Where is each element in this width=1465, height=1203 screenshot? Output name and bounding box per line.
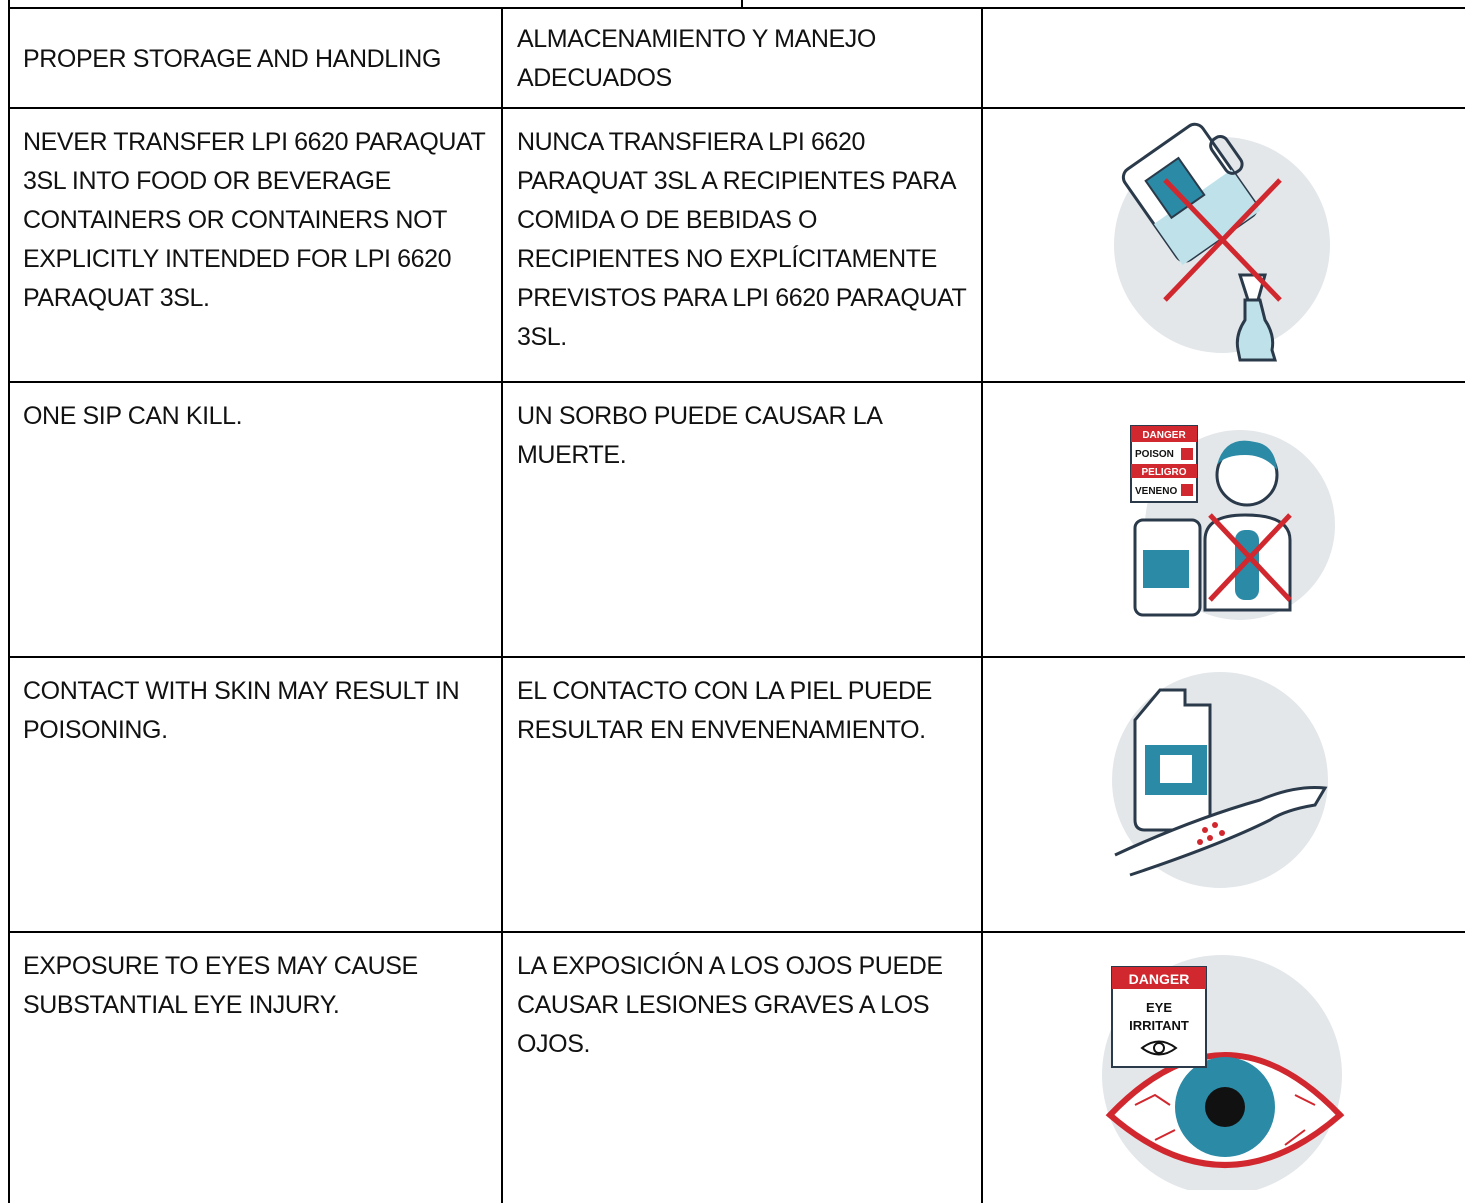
icon-label: DANGER <box>1129 971 1190 987</box>
text-cell: LA EXPOSICIÓN A LOS OJOS PUEDE CAUSAR LE… <box>517 952 943 1058</box>
text-cell: CONTACT WITH SKIN MAY RESULT IN POISONIN… <box>23 677 460 744</box>
row-line <box>8 931 1465 933</box>
icon-skin <box>1112 672 1328 888</box>
icon-label: IRRITANT <box>1129 1018 1189 1033</box>
divider <box>8 0 10 1203</box>
icon-label: DANGER <box>1142 430 1186 441</box>
divider <box>741 0 743 8</box>
text-cell: EXPOSURE TO EYES MAY CAUSE SUBSTANTIAL E… <box>23 952 418 1019</box>
icon-label: VENENO <box>1135 486 1177 497</box>
icon-transfer <box>1114 122 1330 362</box>
icon-label: POISON <box>1135 449 1174 460</box>
divider <box>981 8 983 1203</box>
text-cell: UN SORBO PUEDE CAUSAR LA MUERTE. <box>517 402 882 469</box>
text-cell: ONE SIP CAN KILL. <box>23 402 243 430</box>
icon-eye: DANGER EYE IRRITANT <box>1102 955 1345 1190</box>
icon-sip: DANGER POISON PELIGRO VENENO <box>1130 425 1335 620</box>
divider <box>501 8 503 1203</box>
header-cell: PROPER STORAGE AND HANDLING <box>23 45 441 73</box>
top-line <box>8 7 1465 9</box>
text-cell: EL CONTACTO CON LA PIEL PUEDE RESULTAR E… <box>517 677 932 744</box>
row-line <box>8 656 1465 658</box>
icon-label: EYE <box>1146 1000 1172 1015</box>
row-line <box>8 381 1465 383</box>
text-cell: NEVER TRANSFER LPI 6620 PARAQUAT 3SL INT… <box>23 128 485 312</box>
row-line <box>8 107 1465 109</box>
icon-label: PELIGRO <box>1141 467 1186 478</box>
header-cell: ALMACENAMIENTO Y MANEJO ADECUADOS <box>517 25 876 92</box>
text-cell: NUNCA TRANSFIERA LPI 6620 PARAQUAT 3SL A… <box>517 128 966 351</box>
